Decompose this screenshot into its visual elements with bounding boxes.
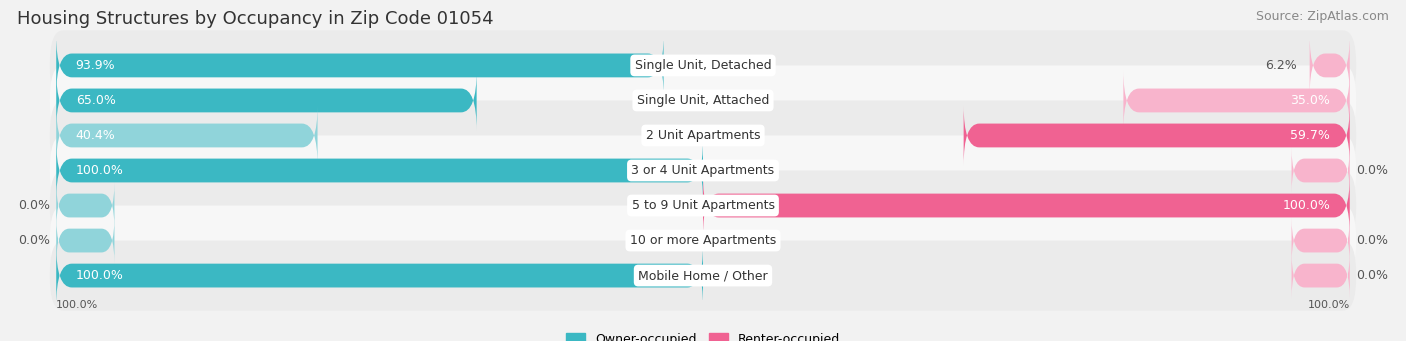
FancyBboxPatch shape (1292, 252, 1350, 299)
Legend: Owner-occupied, Renter-occupied: Owner-occupied, Renter-occupied (561, 328, 845, 341)
FancyBboxPatch shape (49, 240, 1357, 311)
Text: 100.0%: 100.0% (76, 164, 124, 177)
Text: Housing Structures by Occupancy in Zip Code 01054: Housing Structures by Occupancy in Zip C… (17, 10, 494, 28)
FancyBboxPatch shape (49, 65, 1357, 135)
FancyBboxPatch shape (1292, 147, 1350, 194)
FancyBboxPatch shape (49, 101, 1357, 170)
Text: 93.9%: 93.9% (76, 59, 115, 72)
FancyBboxPatch shape (56, 70, 477, 131)
Text: 35.0%: 35.0% (1291, 94, 1330, 107)
Text: 2 Unit Apartments: 2 Unit Apartments (645, 129, 761, 142)
Text: 0.0%: 0.0% (1357, 269, 1388, 282)
FancyBboxPatch shape (1309, 35, 1350, 95)
Text: Mobile Home / Other: Mobile Home / Other (638, 269, 768, 282)
Text: 0.0%: 0.0% (18, 234, 49, 247)
FancyBboxPatch shape (56, 218, 114, 264)
Text: 40.4%: 40.4% (76, 129, 115, 142)
FancyBboxPatch shape (49, 206, 1357, 276)
FancyBboxPatch shape (56, 182, 114, 228)
FancyBboxPatch shape (49, 135, 1357, 206)
Text: 100.0%: 100.0% (1308, 300, 1350, 310)
FancyBboxPatch shape (56, 105, 318, 166)
Text: 100.0%: 100.0% (1282, 199, 1330, 212)
Text: 65.0%: 65.0% (76, 94, 115, 107)
Text: Source: ZipAtlas.com: Source: ZipAtlas.com (1256, 10, 1389, 23)
FancyBboxPatch shape (49, 30, 1357, 101)
Text: 10 or more Apartments: 10 or more Apartments (630, 234, 776, 247)
Text: 0.0%: 0.0% (1357, 234, 1388, 247)
FancyBboxPatch shape (56, 35, 664, 95)
Text: Single Unit, Detached: Single Unit, Detached (634, 59, 772, 72)
FancyBboxPatch shape (1292, 218, 1350, 264)
Text: 59.7%: 59.7% (1291, 129, 1330, 142)
FancyBboxPatch shape (703, 175, 1350, 236)
Text: 100.0%: 100.0% (76, 269, 124, 282)
Text: 3 or 4 Unit Apartments: 3 or 4 Unit Apartments (631, 164, 775, 177)
Text: 6.2%: 6.2% (1265, 59, 1296, 72)
FancyBboxPatch shape (963, 105, 1350, 166)
Text: 5 to 9 Unit Apartments: 5 to 9 Unit Apartments (631, 199, 775, 212)
Text: Single Unit, Attached: Single Unit, Attached (637, 94, 769, 107)
FancyBboxPatch shape (1123, 70, 1350, 131)
Text: 0.0%: 0.0% (18, 199, 49, 212)
Text: 0.0%: 0.0% (1357, 164, 1388, 177)
FancyBboxPatch shape (49, 170, 1357, 240)
FancyBboxPatch shape (56, 140, 703, 201)
Text: 100.0%: 100.0% (56, 300, 98, 310)
FancyBboxPatch shape (56, 246, 703, 306)
